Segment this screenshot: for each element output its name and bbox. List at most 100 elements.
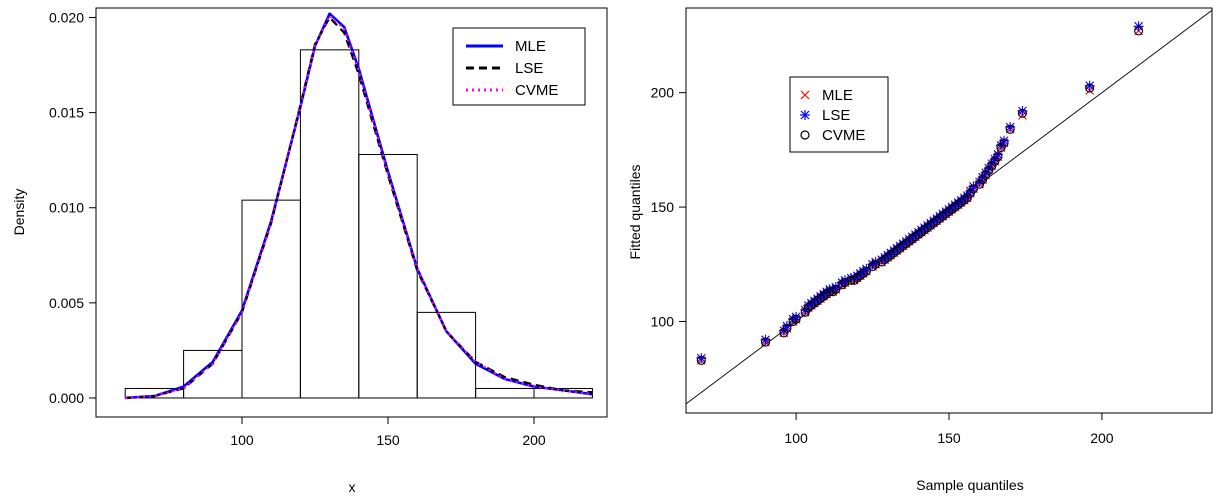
histogram-bar (183, 349, 243, 399)
qq-point-lse (830, 282, 841, 293)
qq-point-cvme (999, 138, 1009, 148)
qq-point-cvme (910, 232, 920, 242)
qq-point-lse (840, 275, 851, 286)
qq-point-cvme (1085, 83, 1095, 93)
qq-point-cvme (819, 291, 829, 301)
x-tick-label: 150 (376, 432, 400, 448)
qq-point-cvme (950, 202, 960, 212)
qq-point-cvme (919, 225, 930, 235)
histogram-bar (358, 153, 418, 399)
histogram-y-axis-label: Density (11, 189, 27, 236)
y-tick-label: 0.005 (49, 295, 84, 311)
histogram-plot-frame (95, 7, 608, 418)
qq-point-cvme (855, 271, 865, 281)
qq-point-cvme (923, 223, 933, 233)
qq-point-cvme (803, 303, 813, 313)
qq-point-lse (861, 263, 872, 274)
histogram-legend: MLE LSE CVME (452, 27, 586, 106)
y-tick-label: 0.010 (49, 200, 84, 216)
qq-point-cvme (837, 280, 847, 290)
histogram-legend-lse: LSE (515, 60, 543, 77)
qq-point-cvme (916, 227, 927, 237)
qq-point-cvme (904, 236, 914, 246)
histogram-bar (241, 199, 301, 399)
histogram-x-axis-label: x (349, 479, 356, 495)
qq-point-cvme (828, 287, 838, 297)
qq-point-cvme (901, 239, 911, 249)
qq-point-cvme (840, 278, 850, 288)
qq-point-cvme (861, 266, 871, 276)
qq-point-lse (870, 256, 881, 267)
qq-point-lse (999, 135, 1010, 146)
qq-point-lse (1017, 105, 1028, 116)
qq-point-cvme (935, 213, 945, 224)
qq-point-cvme (959, 195, 969, 205)
x-tick-label: 100 (230, 432, 254, 448)
qq-point-cvme (941, 209, 951, 219)
qq-point-cvme (956, 197, 966, 208)
qq-point-cvme (938, 211, 948, 221)
qq-point-cvme (987, 161, 997, 171)
qq-point-cvme (990, 156, 1000, 166)
x-tick-label: 100 (784, 430, 808, 446)
qq-point-cvme (978, 175, 988, 185)
qq-legend-mle: MLE (822, 87, 853, 104)
qq-point-cvme (968, 184, 979, 194)
histogram-panel: 100 150 200 0.000 0.005 0.010 0.015 0.020 x De… (11, 7, 608, 495)
y-tick-label: 0.015 (49, 105, 84, 121)
qq-point-cvme (816, 294, 826, 304)
histogram-x-ticks: 100 150 200 (230, 417, 546, 448)
qq-point-lse (1084, 80, 1095, 91)
qq-point-cvme (849, 275, 859, 285)
qq-y-ticks: 100 150 200 (651, 85, 686, 329)
qq-point-cvme (953, 200, 963, 210)
qq-point-cvme (981, 170, 991, 180)
qq-point-cvme (788, 316, 798, 327)
qq-x-ticks: 100 150 200 (784, 413, 1114, 446)
qq-point-lse (696, 353, 707, 364)
qq-point-cvme (886, 250, 896, 260)
legend-marker-circle (800, 130, 810, 140)
qq-point-cvme (800, 307, 810, 317)
qq-point-cvme (791, 314, 801, 324)
qq-legend-lse: LSE (822, 107, 850, 124)
qq-point-cvme (852, 273, 862, 283)
qq-point-cvme (806, 300, 816, 311)
qq-point-cvme (779, 328, 789, 338)
qq-point-cvme (1017, 108, 1027, 118)
qq-point-cvme (907, 234, 917, 244)
qq-point-cvme (822, 289, 832, 299)
qq-point-lse (1133, 21, 1144, 32)
qq-point-cvme (889, 248, 899, 258)
legend-marker-x (800, 90, 810, 100)
y-tick-label: 100 (651, 313, 675, 329)
qq-point-cvme (871, 259, 881, 269)
qq-point-cvme (993, 152, 1003, 162)
histogram-bar (299, 49, 360, 399)
qq-point-lse (992, 149, 1003, 160)
qq-point-cvme (975, 179, 985, 189)
x-tick-label: 200 (522, 432, 546, 448)
qq-point-cvme (1134, 26, 1144, 36)
qq-point-cvme (760, 337, 771, 347)
qq-point-cvme (846, 275, 856, 285)
qq-legend: MLE LSE CVME (789, 76, 889, 153)
qq-panel: 100 150 200 100 150 200 Sample quantiles Fit… (627, 7, 1213, 493)
histogram-legend-box (452, 27, 586, 106)
histogram-bar (416, 311, 477, 399)
y-tick-label: 200 (651, 85, 675, 101)
qq-point-cvme (831, 284, 841, 294)
qq-points (696, 21, 1144, 365)
qq-point-cvme (883, 252, 893, 262)
qq-point-cvme (944, 207, 954, 217)
legend-marker-asterisk (800, 110, 810, 120)
qq-point-lse (968, 181, 979, 192)
qq-point-cvme (877, 257, 887, 267)
qq-point-lse (781, 321, 792, 332)
y-tick-label: 150 (651, 199, 675, 215)
qq-point-cvme (880, 255, 890, 265)
qq-point-cvme (898, 241, 908, 251)
qq-point-cvme (947, 204, 957, 214)
qq-point-cvme (965, 188, 975, 198)
